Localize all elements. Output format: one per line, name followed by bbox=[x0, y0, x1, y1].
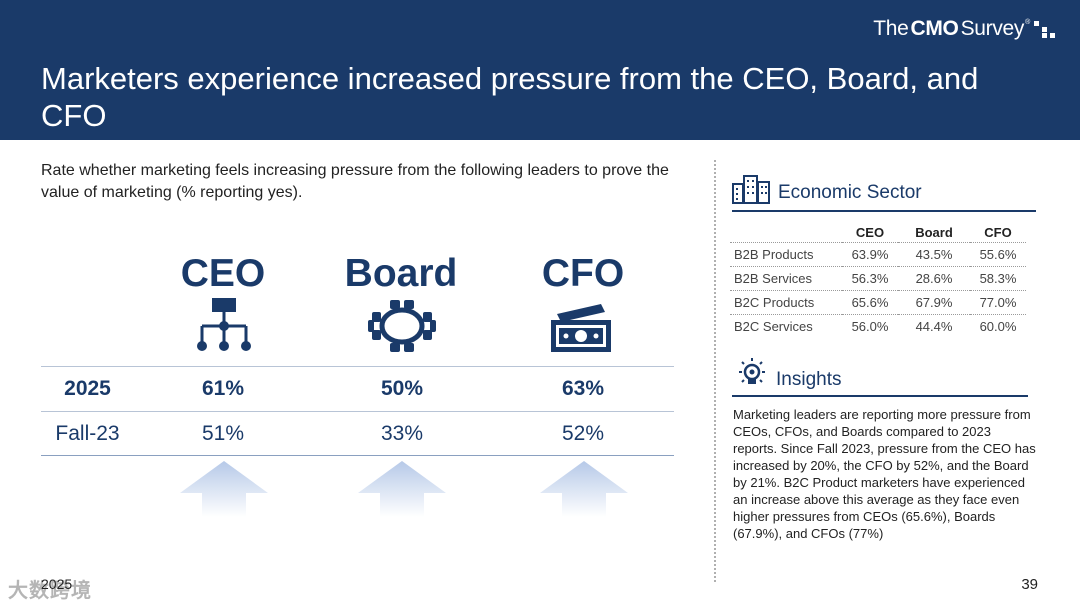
value-2025-ceo: 61% bbox=[201, 377, 245, 400]
row-label-2025: 2025 bbox=[64, 377, 111, 400]
lightbulb-icon bbox=[739, 358, 765, 384]
insights-title: Insights bbox=[776, 369, 842, 390]
row-label: B2B Products bbox=[730, 242, 842, 267]
value-fall23-ceo: 51% bbox=[201, 422, 245, 445]
table-row: B2B Services 56.3% 28.6% 58.3% bbox=[730, 266, 1026, 291]
logo-survey: Survey bbox=[960, 17, 1025, 40]
row-label: B2C Products bbox=[730, 290, 842, 315]
logo-dots-icon bbox=[1034, 21, 1055, 38]
cmo-survey-logo: The CMO Survey ® bbox=[873, 17, 1056, 41]
footer-year: 2025 bbox=[41, 576, 73, 592]
row-divider-middle bbox=[41, 411, 674, 412]
header-banner: The CMO Survey ® Marketers experience in… bbox=[0, 0, 1080, 140]
row-label: B2B Services bbox=[730, 266, 842, 291]
table-row: B2C Services 56.0% 44.4% 60.0% bbox=[730, 314, 1026, 338]
cell-cfo: 58.3% bbox=[970, 266, 1026, 291]
table-col-board: Board bbox=[915, 224, 953, 240]
leader-cfo-heading: CFO bbox=[541, 252, 625, 295]
cell-board: 67.9% bbox=[898, 290, 970, 315]
insights-text: Marketing leaders are reporting more pre… bbox=[733, 407, 1036, 541]
economic-sector-table: CEO Board CFO B2B Products 63.9% 43.5% 5… bbox=[730, 222, 1026, 338]
cell-ceo: 65.6% bbox=[842, 290, 898, 315]
insights-header: Insights bbox=[732, 357, 1028, 397]
table-header-row: CEO Board CFO bbox=[730, 222, 1026, 243]
cell-cfo: 55.6% bbox=[970, 242, 1026, 267]
vertical-divider bbox=[714, 160, 716, 582]
increase-arrow-icon bbox=[358, 461, 446, 517]
logo-cmo: CMO bbox=[910, 17, 959, 40]
cell-ceo: 56.0% bbox=[842, 314, 898, 338]
logo-registered: ® bbox=[1025, 19, 1030, 26]
table-col-ceo: CEO bbox=[855, 224, 885, 240]
value-fall23-board: 33% bbox=[380, 422, 424, 445]
question-text: Rate whether marketing feels increasing … bbox=[41, 162, 669, 201]
org-chart-icon bbox=[197, 298, 251, 351]
cell-board: 28.6% bbox=[898, 266, 970, 291]
boardroom-table-icon bbox=[368, 300, 436, 352]
economic-sector-title: Economic Sector bbox=[778, 182, 922, 203]
leader-board-heading: Board bbox=[344, 252, 458, 295]
economic-sector-header: Economic Sector bbox=[732, 172, 1036, 212]
value-2025-cfo: 63% bbox=[561, 377, 605, 400]
cell-ceo: 56.3% bbox=[842, 266, 898, 291]
table-row: B2C Products 65.6% 67.9% 77.0% bbox=[730, 290, 1026, 315]
logo-the: The bbox=[873, 17, 909, 40]
row-label-fall23: Fall-23 bbox=[55, 422, 120, 445]
table-row: B2B Products 63.9% 43.5% 55.6% bbox=[730, 242, 1026, 267]
leader-ceo-heading: CEO bbox=[180, 252, 266, 295]
page-title: Marketers experience increased pressure … bbox=[41, 61, 979, 133]
cell-board: 43.5% bbox=[898, 242, 970, 267]
row-fall23: Fall-23 51% 33% 52% bbox=[41, 412, 674, 456]
page-number: 39 bbox=[1021, 576, 1038, 593]
buildings-icon bbox=[732, 175, 770, 204]
value-2025-board: 50% bbox=[380, 377, 424, 400]
cell-board: 44.4% bbox=[898, 314, 970, 338]
increase-arrow-icon bbox=[180, 461, 268, 517]
cell-cfo: 60.0% bbox=[970, 314, 1026, 338]
row-divider-bottom bbox=[41, 455, 674, 456]
watermark: 大数跨境 bbox=[8, 580, 92, 602]
row-label: B2C Services bbox=[730, 314, 842, 338]
cell-cfo: 77.0% bbox=[970, 290, 1026, 315]
value-fall23-cfo: 52% bbox=[561, 422, 605, 445]
money-bill-icon bbox=[551, 304, 611, 352]
row-2025: 2025 61% 50% 63% bbox=[41, 367, 674, 411]
table-col-cfo: CFO bbox=[984, 224, 1012, 240]
row-divider-top bbox=[41, 366, 674, 367]
cell-ceo: 63.9% bbox=[842, 242, 898, 267]
increase-arrow-icon bbox=[540, 461, 628, 517]
